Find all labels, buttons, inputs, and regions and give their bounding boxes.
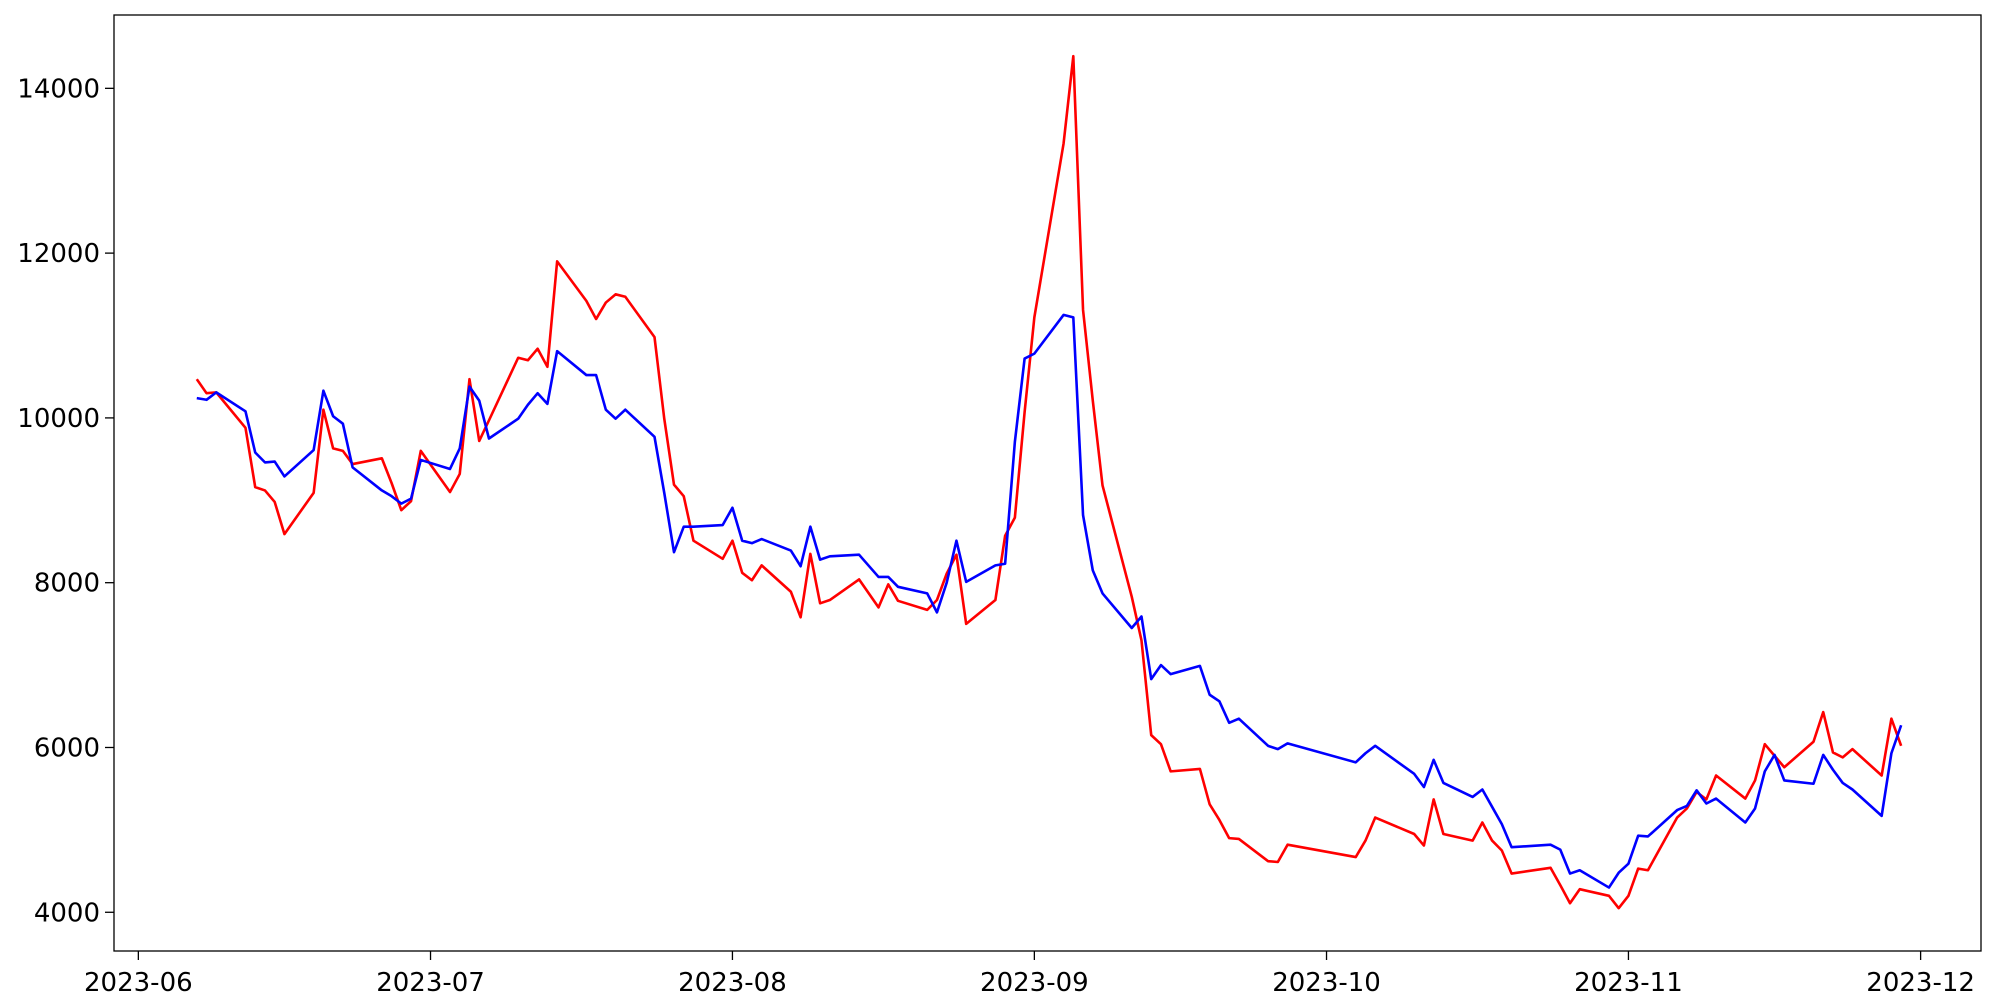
- y-tick-label: 12000: [17, 239, 100, 269]
- y-tick-label: 14000: [17, 74, 100, 104]
- x-tick-label: 2023-09: [980, 968, 1089, 998]
- x-tick-label: 2023-12: [1866, 968, 1975, 998]
- x-tick-label: 2023-07: [376, 968, 485, 998]
- y-tick-label: 4000: [34, 898, 100, 928]
- plot-frame: [113, 14, 1982, 952]
- x-tick-label: 2023-11: [1574, 968, 1683, 998]
- x-tick-label: 2023-08: [678, 968, 787, 998]
- y-tick-label: 6000: [34, 733, 100, 763]
- y-tick-label: 10000: [17, 404, 100, 434]
- x-tick-label: 2023-10: [1272, 968, 1381, 998]
- y-tick-label: 8000: [34, 569, 100, 599]
- x-tick-label: 2023-06: [84, 968, 193, 998]
- series-line: [196, 313, 1903, 889]
- series-line: [195, 54, 1903, 910]
